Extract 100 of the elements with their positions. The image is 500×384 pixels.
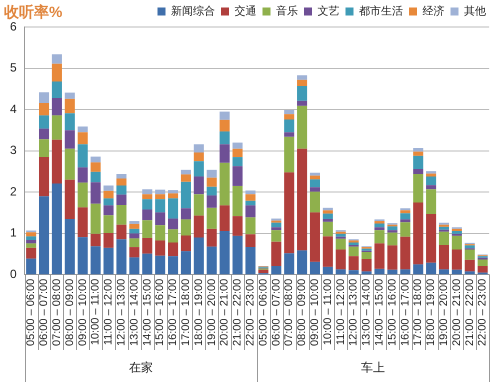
bar <box>155 212 166 226</box>
legend-label: 都市生活 <box>359 4 403 18</box>
x-tick-label: 12:00 – 13:00 <box>115 278 128 346</box>
bar <box>387 226 398 230</box>
bar <box>322 222 333 236</box>
bar <box>180 170 191 174</box>
bar <box>310 187 320 192</box>
legend-label: 交通 <box>234 4 256 18</box>
bar <box>452 230 462 234</box>
bar <box>155 225 166 240</box>
bar <box>168 218 178 230</box>
bar <box>64 130 75 149</box>
bar <box>52 140 62 184</box>
bar <box>64 113 75 130</box>
bar <box>104 233 114 248</box>
bar <box>413 148 424 152</box>
bar <box>297 250 308 274</box>
bar <box>129 224 140 229</box>
bar <box>400 269 410 274</box>
bar <box>478 259 488 266</box>
bar <box>400 213 410 220</box>
bar <box>38 115 50 129</box>
bar <box>336 238 346 250</box>
bar <box>129 257 140 274</box>
bar <box>129 238 140 248</box>
bar <box>104 248 114 274</box>
bar <box>426 185 436 190</box>
bar <box>38 139 50 158</box>
bar <box>194 238 204 274</box>
bar <box>194 176 204 194</box>
bar <box>78 167 88 183</box>
bar <box>426 262 436 274</box>
bar <box>64 218 75 274</box>
bar <box>155 199 166 212</box>
x-tick-label: 16:00 – 17:00 <box>167 278 180 346</box>
bar <box>322 218 333 222</box>
bar <box>232 236 243 274</box>
bar <box>206 186 217 196</box>
bar <box>116 174 126 179</box>
bar <box>322 208 333 210</box>
bar <box>220 120 230 132</box>
legend-label: 新闻综合 <box>171 4 215 18</box>
bar <box>104 215 114 234</box>
bar <box>168 190 178 194</box>
bar <box>194 216 204 238</box>
x-tick-label: 05:00 – 06:00 <box>257 278 270 346</box>
bar <box>52 64 62 82</box>
bar <box>52 54 62 64</box>
bar <box>90 162 101 172</box>
bar <box>348 240 359 243</box>
bar <box>322 214 333 219</box>
bar <box>438 269 450 274</box>
bar <box>426 171 436 174</box>
bar <box>297 148 308 250</box>
bar <box>26 232 36 236</box>
bar <box>310 262 320 274</box>
bar <box>116 186 126 195</box>
bar <box>284 132 294 137</box>
bar <box>180 182 191 208</box>
bar <box>374 224 385 228</box>
text: 在家 <box>128 360 153 374</box>
x-tick-label: 21:00 – 22:00 <box>464 278 476 346</box>
x-tick-label: 15:00 – 16:00 <box>386 278 398 346</box>
legend-label: 经济 <box>422 4 444 18</box>
bar <box>374 268 385 274</box>
bar <box>220 144 230 163</box>
bar <box>90 172 101 182</box>
bar <box>452 250 462 270</box>
bar <box>180 235 191 252</box>
bar <box>297 106 308 149</box>
x-tick-label: 20:00 – 21:00 <box>218 278 231 346</box>
bar <box>284 172 294 254</box>
bar <box>220 112 230 120</box>
bar <box>129 221 140 224</box>
x-tick-label: 13:00 – 14:00 <box>360 278 373 346</box>
bar <box>438 244 450 270</box>
bar <box>258 270 268 274</box>
bar <box>38 196 50 274</box>
x-tick-label: 13:00 – 14:00 <box>128 278 140 346</box>
bar <box>413 169 424 174</box>
bar <box>297 100 308 106</box>
bar <box>155 256 166 274</box>
bar <box>245 205 256 218</box>
bar <box>90 204 101 234</box>
bar <box>104 186 114 191</box>
x-tick-label: 09:00 – 10:00 <box>308 278 321 346</box>
bar <box>400 236 410 270</box>
bar <box>26 240 36 244</box>
bar <box>400 222 410 237</box>
bar <box>52 183 62 274</box>
bar <box>64 180 75 219</box>
bar <box>232 216 243 236</box>
bar <box>129 247 140 258</box>
legend-label: 其他 <box>464 4 486 18</box>
bar <box>155 194 166 200</box>
bar <box>245 247 256 274</box>
bar <box>155 240 166 256</box>
bar <box>116 224 126 240</box>
bar <box>271 230 282 242</box>
bar <box>90 156 101 162</box>
